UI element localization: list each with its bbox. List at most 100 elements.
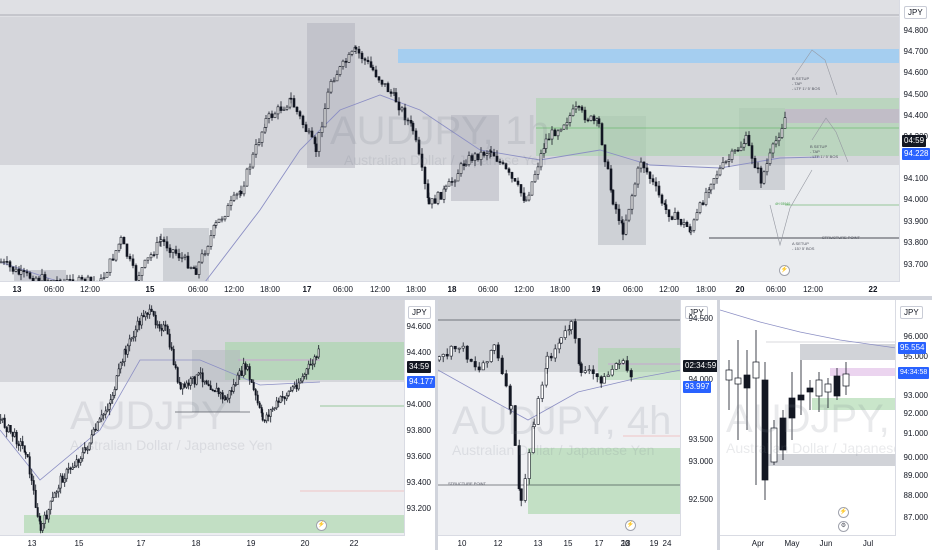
plot-area-15m[interactable]: AUDJPY Australian Dollar / Japanese Yen … — [0, 300, 405, 536]
currency-label[interactable]: JPY — [685, 306, 708, 319]
plot-area-4h[interactable]: AUDJPY, 4h Australian Dollar / Japanese … — [438, 300, 681, 536]
candle — [200, 253, 204, 263]
plot-area-1h[interactable]: AUDJPY, 1h Australian Dollar / Japanese … — [0, 0, 900, 282]
candle — [573, 321, 577, 339]
candle — [563, 330, 567, 338]
projection-path — [794, 49, 838, 96]
candle — [586, 119, 590, 122]
candle — [465, 345, 469, 360]
pane-separator-v1[interactable] — [435, 300, 438, 550]
candle — [498, 161, 502, 163]
candle — [47, 509, 50, 520]
candle — [86, 276, 90, 282]
chart-panel-1w[interactable]: AUDJPY, 1W Australian Dollar / Japanese … — [720, 300, 932, 550]
candle — [117, 243, 121, 251]
time-axis-1w[interactable]: Apr May Jun Jul — [720, 535, 896, 550]
candle — [28, 456, 31, 475]
candle — [11, 431, 14, 437]
candle — [315, 356, 318, 359]
time-axis-4h[interactable]: 10 12 13 15 17 18 19 20 24 — [438, 535, 681, 550]
candle — [125, 243, 129, 257]
time-axis-15m[interactable]: 13 15 17 18 19 20 22 — [0, 535, 405, 550]
currency-label[interactable]: JPY — [904, 6, 927, 19]
candle — [559, 337, 563, 344]
price-tag: 93.997 — [683, 381, 712, 393]
candle — [427, 197, 431, 205]
candle — [730, 150, 734, 160]
candle — [283, 396, 286, 400]
chart-canvas-1w[interactable] — [720, 300, 896, 536]
chart-panel-1h[interactable]: AUDJPY, 1h Australian Dollar / Japanese … — [0, 0, 932, 296]
fvg-zone — [785, 109, 900, 123]
candle — [344, 60, 348, 63]
candle — [411, 122, 415, 132]
price-axis-1w[interactable]: JPY 96.000 95.000 93.000 92.000 91.000 90.000… — [895, 300, 932, 550]
chart-canvas-1h[interactable] — [0, 0, 900, 282]
x-tick-label: Jun — [819, 539, 833, 548]
plot-area-1w[interactable]: AUDJPY, 1W Australian Dollar / Japanese … — [720, 300, 896, 536]
candle — [234, 384, 237, 386]
candle — [263, 419, 266, 422]
candle — [522, 192, 526, 201]
x-tick-label: 19 — [246, 539, 256, 548]
price-axis-4h[interactable]: JPY 94.500 94.000 93.500 93.000 92.500 02:34… — [680, 300, 717, 550]
candle — [536, 398, 540, 425]
candle — [442, 188, 446, 200]
chart-canvas-4h[interactable] — [438, 300, 681, 536]
candle — [602, 376, 606, 384]
time-axis-1h[interactable]: 13 06:00 12:00 15 06:00 12:00 18:00 17 06:00 12:0… — [0, 281, 900, 296]
currency-label[interactable]: JPY — [408, 306, 431, 319]
candle — [271, 408, 274, 411]
candle — [438, 356, 441, 361]
candle — [146, 312, 149, 315]
candle — [469, 358, 473, 362]
candle — [736, 149, 740, 152]
candle — [603, 144, 607, 163]
candle — [470, 155, 474, 161]
x-tick-label: 06:00 — [187, 285, 209, 294]
candle — [224, 396, 227, 401]
fvg-zone — [830, 368, 896, 376]
candle — [329, 81, 333, 93]
chart-panel-15m[interactable]: AUDJPY Australian Dollar / Japanese Yen … — [0, 300, 435, 550]
chart-panel-4h[interactable]: AUDJPY, 4h Australian Dollar / Japanese … — [438, 300, 717, 550]
candle — [189, 267, 193, 269]
x-tick-label: 12:00 — [369, 285, 391, 294]
candle — [788, 397, 796, 419]
candle — [171, 249, 175, 253]
gear-icon[interactable]: ⚙ — [838, 521, 849, 532]
candle — [642, 161, 646, 169]
candle — [146, 257, 150, 261]
candle — [108, 403, 111, 410]
tradingview-logo-icon[interactable]: ⚡ — [625, 520, 636, 531]
pane-separator-h[interactable] — [0, 296, 932, 300]
candle — [245, 168, 249, 187]
currency-label[interactable]: JPY — [900, 306, 923, 319]
candle — [657, 185, 661, 196]
pane-separator-v2[interactable] — [717, 300, 720, 550]
candle — [285, 395, 288, 400]
tradingview-logo-icon[interactable]: ⚡ — [779, 265, 790, 276]
candle — [140, 315, 143, 326]
candle — [25, 271, 29, 274]
candle — [715, 174, 719, 179]
chart-canvas-15m[interactable] — [0, 300, 405, 536]
candle — [34, 489, 37, 508]
candle — [176, 367, 179, 383]
tradingview-logo-icon[interactable]: ⚡ — [838, 507, 849, 518]
candle — [389, 91, 393, 94]
candle — [609, 168, 613, 191]
y-tick-label: 94.100 — [903, 174, 928, 183]
tradingview-logo-icon[interactable]: ⚡ — [316, 520, 327, 531]
candle — [317, 132, 321, 153]
candle — [742, 143, 746, 148]
x-tick-label: 18:00 — [259, 285, 281, 294]
candle — [756, 167, 760, 170]
candle — [651, 178, 655, 183]
candle — [587, 369, 591, 372]
price-axis-15m[interactable]: JPY 94.600 94.400 94.000 93.800 93.600 93.400… — [404, 300, 435, 550]
price-axis-1h[interactable]: JPY 94.80094.70094.60094.50094.40094.300… — [899, 0, 932, 296]
candle — [464, 164, 468, 166]
candle — [289, 97, 293, 100]
candle — [189, 378, 192, 386]
